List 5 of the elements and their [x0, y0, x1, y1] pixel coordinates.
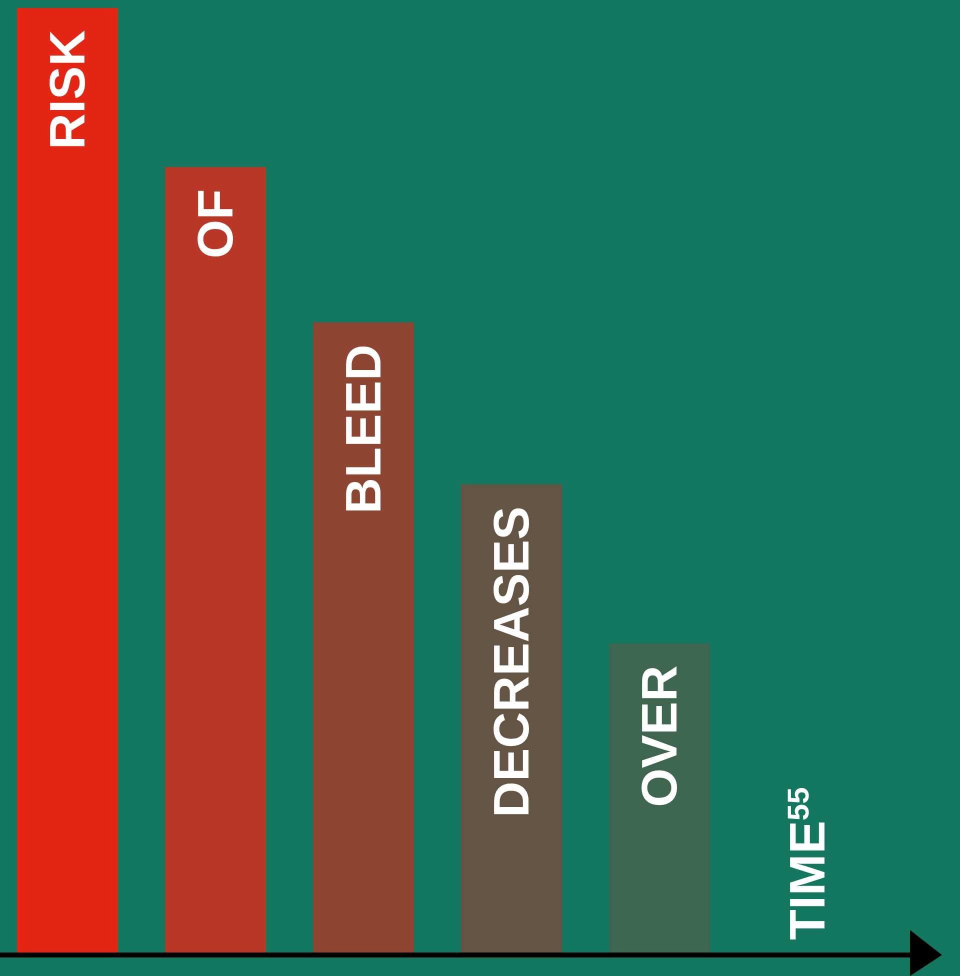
- x-tick-label: OF: [187, 189, 244, 259]
- x-tick-label: OVER: [632, 665, 688, 808]
- x-tick-label: BLEED: [335, 344, 392, 514]
- x-tick-label: DECREASES: [484, 506, 540, 818]
- x-tick-label: RISK: [39, 30, 96, 150]
